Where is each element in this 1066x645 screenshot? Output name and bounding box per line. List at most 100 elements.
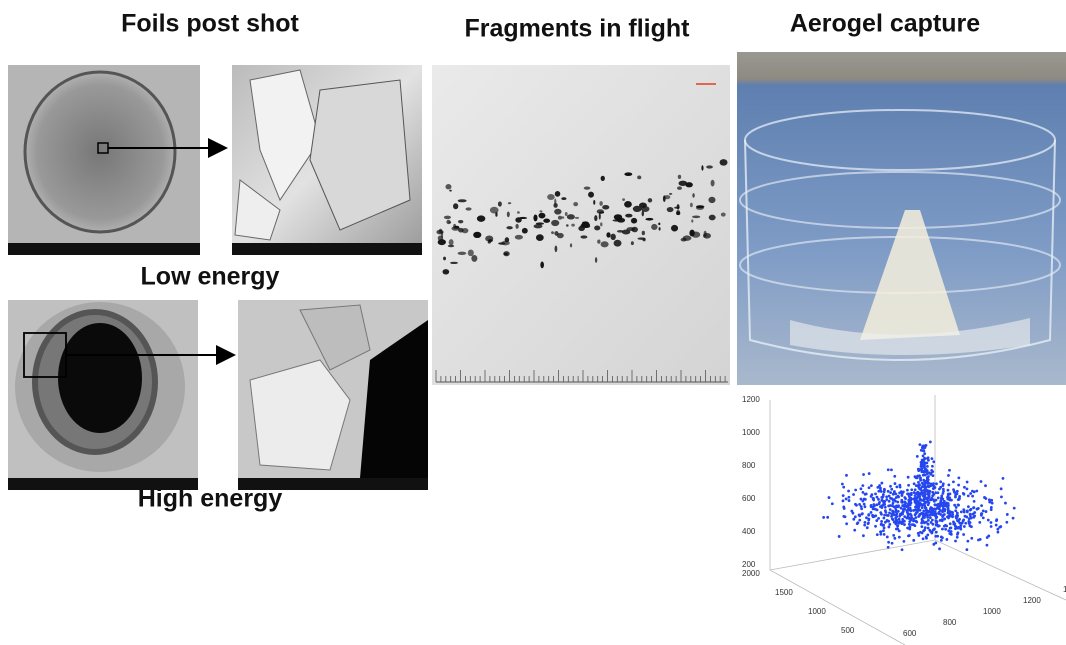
fragment [614,214,622,220]
plot-point [889,491,892,494]
plot-point [845,474,848,477]
fragment [624,172,632,176]
plot-point [962,508,965,511]
foil-high-detail [238,300,428,490]
plot-point [914,499,917,502]
fragment [450,262,458,264]
plot-point [883,488,886,491]
fragment [584,187,591,190]
plot-point [912,539,915,542]
fragment [658,223,660,226]
plot-point [927,511,930,514]
plot-point [972,506,975,509]
plot-point [926,500,929,503]
plot-point [921,506,924,509]
fragment [533,214,537,221]
plot-point [995,518,998,521]
plot-point [929,441,932,444]
plot-point [877,490,880,493]
plot-point [880,523,883,526]
z-tick-label: 1200 [742,395,760,404]
plot-point [923,521,926,524]
fragment [507,211,510,217]
plot-point [899,486,902,489]
plot-point [918,483,921,486]
plot-point [931,494,934,497]
plot-point [916,496,919,499]
fragment [473,232,481,238]
plot-point [941,498,944,501]
y-tick-label: 1000 [808,607,826,616]
plot-point [860,487,863,490]
plot-point [942,514,945,517]
fragment [540,210,543,212]
fragment [453,224,456,229]
fragment [721,213,726,217]
fragment [490,207,499,214]
plot-point [1004,502,1007,505]
plot-point [970,525,973,528]
fragment [708,197,715,203]
plot-point [935,499,938,502]
plot-point [927,503,930,506]
z-tick-label: 600 [742,494,756,503]
plot-point [976,508,979,511]
plot-point [918,514,921,517]
plot-point [926,465,929,468]
plot-point [903,496,906,499]
fragment [458,220,463,223]
plot-point [856,521,859,524]
plot-point [896,501,899,504]
plot-point [947,511,950,514]
plot-point [864,505,867,508]
plot-point [863,524,866,527]
high-energy-label: High energy [138,485,283,513]
plot-point [908,534,911,537]
plot-point [997,531,1000,534]
plot-point [863,503,866,506]
plot-point [1012,517,1015,520]
plot-point [946,516,949,519]
plot-point [862,491,865,494]
plot-point [999,525,1002,528]
fragment [692,193,694,197]
plot-point [909,517,912,520]
fragment [601,176,605,181]
plot-point [891,517,894,520]
plot-point [932,460,935,463]
plot-point [860,507,863,510]
plot-point [928,490,931,493]
plot-point [828,496,831,499]
plot-point [929,516,932,519]
plot-point [903,523,906,526]
fragment [567,214,575,219]
plot-point [842,515,845,518]
plot-point [917,506,920,509]
plot-point [870,484,873,487]
fragment [602,205,609,210]
fragment [678,175,681,179]
fragment [565,212,568,216]
fragment [547,194,555,200]
plot-point [902,508,905,511]
plot-point [883,533,886,536]
plot-point [895,513,898,516]
plot-point [927,519,930,522]
fragment [622,198,625,201]
plot-point [895,496,898,499]
plot-point [842,506,845,509]
fragment [462,228,469,233]
plot-point [879,530,882,533]
fragment [571,224,575,227]
plot-point [938,488,941,491]
plot-point [940,539,943,542]
plot-point [909,509,912,512]
plot-point [867,519,870,522]
plot-point [947,489,950,492]
plot-point [914,502,917,505]
plot-point [935,516,938,519]
fragment [573,202,578,206]
fragment [669,193,672,195]
plot-point [945,502,948,505]
plot-point [877,498,880,501]
